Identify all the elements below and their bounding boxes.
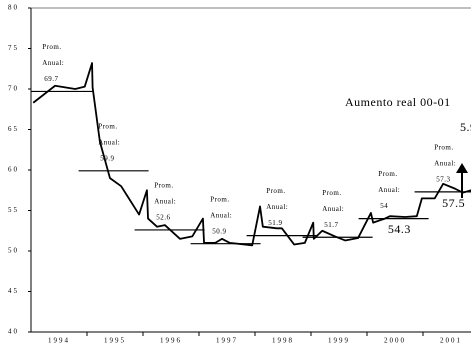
average-label: Anual: bbox=[322, 205, 344, 213]
y-tick-label: 50 bbox=[8, 247, 19, 255]
average-value: 50.9 bbox=[212, 227, 226, 235]
x-tick-label: 2000 bbox=[384, 337, 406, 345]
average-label: Anual: bbox=[154, 198, 176, 206]
average-prefix: Prom. bbox=[322, 189, 341, 197]
callout-label: 57.5 bbox=[442, 196, 465, 210]
x-tick-label: 1996 bbox=[160, 337, 182, 345]
series-line bbox=[32, 62, 471, 247]
average-label: Anual: bbox=[42, 59, 64, 67]
average-prefix: Prom. bbox=[98, 122, 117, 130]
arrow-head bbox=[456, 163, 468, 173]
annotation-title: Aumento real 00-01 bbox=[345, 95, 451, 109]
x-tick-label: 1995 bbox=[104, 337, 126, 345]
average-value: 69.7 bbox=[44, 75, 58, 83]
average-label: Anual: bbox=[378, 186, 400, 194]
x-tick-label: 1998 bbox=[272, 337, 294, 345]
average-label: Anual: bbox=[434, 159, 456, 167]
average-value: 51.7 bbox=[324, 221, 338, 229]
average-prefix: Prom. bbox=[42, 43, 61, 51]
y-tick-label: 45 bbox=[8, 287, 19, 295]
average-value: 57.3 bbox=[436, 175, 450, 183]
average-value: 52.6 bbox=[156, 214, 170, 222]
x-tick-label: 1997 bbox=[216, 337, 238, 345]
average-prefix: Prom. bbox=[378, 170, 397, 178]
x-tick-label: 1994 bbox=[48, 337, 70, 345]
average-label: Anual: bbox=[210, 211, 232, 219]
y-tick-label: 65 bbox=[8, 125, 19, 133]
average-prefix: Prom. bbox=[266, 187, 285, 195]
average-prefix: Prom. bbox=[210, 195, 229, 203]
average-label: Anual: bbox=[98, 138, 120, 146]
y-tick-label: 70 bbox=[8, 85, 19, 93]
y-tick-label: 80 bbox=[8, 4, 19, 12]
x-tick-label: 2001 bbox=[440, 337, 462, 345]
average-value: 54 bbox=[380, 202, 388, 210]
y-tick-label: 55 bbox=[8, 206, 19, 214]
average-prefix: Prom. bbox=[434, 143, 453, 151]
x-tick-label: 1999 bbox=[328, 337, 350, 345]
average-label: Anual: bbox=[266, 203, 288, 211]
callout-label: 54.3 bbox=[388, 222, 411, 236]
y-tick-label: 40 bbox=[8, 328, 19, 336]
average-prefix: Prom. bbox=[154, 182, 173, 190]
average-value: 51.9 bbox=[268, 219, 282, 227]
annotation-text: 5.9% bbox=[460, 120, 471, 134]
y-tick-label: 60 bbox=[8, 166, 19, 174]
average-value: 59.9 bbox=[100, 154, 114, 162]
y-tick-label: 75 bbox=[8, 44, 19, 52]
